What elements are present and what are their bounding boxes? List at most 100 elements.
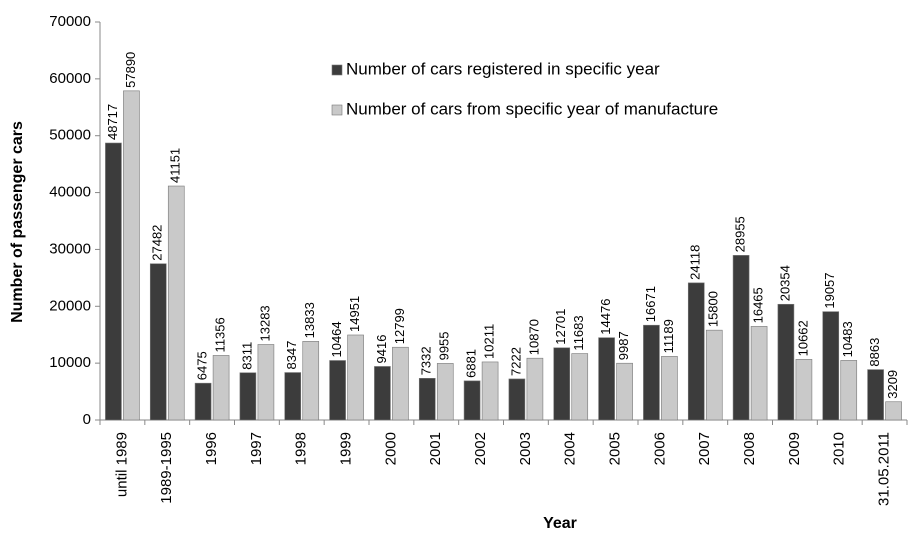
x-tick-label: 31.05.2011 [876, 432, 893, 506]
bar [167, 185, 185, 421]
data-label: 10870 [526, 319, 541, 355]
bar [463, 380, 481, 421]
data-label: 9955 [437, 331, 452, 360]
bar [123, 90, 140, 421]
x-tick-label: 2002 [472, 432, 489, 465]
data-label: 15800 [706, 291, 721, 327]
data-label: 13833 [302, 302, 317, 338]
data-label: 9987 [616, 331, 631, 360]
y-tick-label: 0 [83, 411, 91, 428]
data-label: 14476 [598, 299, 613, 335]
bar [616, 362, 633, 421]
x-tick-label: 1999 [338, 432, 355, 465]
data-label: 8863 [867, 338, 882, 367]
data-label: 6881 [464, 349, 479, 378]
data-label: 57890 [123, 52, 138, 88]
bar [347, 334, 364, 421]
data-label: 27482 [150, 225, 165, 261]
bar [661, 356, 678, 421]
bar [687, 282, 705, 421]
data-label: 9416 [374, 335, 389, 364]
x-axis-title: Year [543, 515, 577, 532]
bar [867, 369, 884, 421]
legend-label: Number of cars registered in specific ye… [346, 59, 660, 78]
data-label: 11189 [661, 319, 676, 353]
bar [239, 372, 257, 421]
bar [840, 360, 858, 421]
data-label: 10464 [329, 321, 344, 357]
x-tick-label: 2003 [517, 432, 534, 465]
data-label: 7332 [419, 346, 434, 375]
bar [885, 401, 902, 421]
data-label: 16465 [751, 287, 766, 323]
y-tick-label: 40000 [49, 184, 91, 201]
bar [105, 142, 122, 421]
x-tick-label: 2010 [831, 432, 848, 465]
bar [643, 324, 660, 421]
data-label: 20354 [777, 265, 792, 301]
y-tick-label: 50000 [49, 127, 91, 144]
bar [212, 355, 230, 421]
bar [732, 255, 750, 421]
bar [705, 329, 723, 421]
data-label: 41151 [168, 148, 183, 183]
data-label: 10662 [795, 320, 810, 356]
x-tick-label: 2007 [696, 432, 713, 465]
bar [553, 347, 571, 421]
x-tick-label: 2009 [786, 432, 803, 465]
y-tick-label: 70000 [49, 13, 91, 30]
x-tick-label: until 1989 [113, 432, 130, 497]
data-label: 8347 [284, 341, 299, 370]
bar [598, 337, 615, 421]
x-tick-label: 2006 [651, 432, 668, 465]
y-tick-label: 20000 [49, 297, 91, 314]
bar [374, 366, 391, 421]
bar [750, 326, 768, 421]
x-tick-label: 2000 [382, 432, 399, 465]
data-label: 14951 [347, 296, 362, 332]
bar [436, 363, 454, 421]
data-label: 24118 [688, 245, 703, 280]
bar [392, 346, 409, 421]
x-tick-label: 1989-1995 [158, 432, 175, 504]
data-label: 10483 [840, 321, 855, 357]
bar [571, 353, 589, 421]
bar [795, 359, 813, 421]
y-axis-title: Number of passenger cars [9, 121, 26, 323]
bar [822, 311, 840, 421]
bar [149, 263, 167, 421]
data-label: 48717 [105, 104, 120, 140]
x-tick-label: 2004 [562, 432, 579, 465]
bar [526, 357, 544, 421]
legend-label: Number of cars from specific year of man… [346, 99, 718, 118]
data-label: 10211 [482, 324, 497, 359]
data-label: 19057 [822, 272, 837, 308]
data-label: 16671 [643, 286, 658, 322]
bar [777, 303, 795, 421]
data-label: 12701 [553, 309, 568, 345]
bar [284, 372, 302, 421]
x-tick-label: 1996 [203, 432, 220, 465]
bar [481, 361, 499, 421]
bar [329, 360, 346, 421]
x-tick-label: 1997 [248, 432, 265, 465]
bar [257, 344, 275, 421]
x-tick-label: 2008 [741, 432, 758, 465]
data-label: 28955 [733, 216, 748, 252]
legend-swatch [331, 64, 343, 76]
bar [418, 378, 436, 421]
data-label: 11683 [571, 315, 586, 350]
data-label: 8311 [239, 342, 254, 370]
y-tick-label: 10000 [49, 354, 91, 371]
data-label: 12799 [392, 308, 407, 344]
data-label: 6475 [195, 351, 210, 380]
data-label: 7222 [508, 347, 523, 376]
x-tick-label: 2005 [607, 432, 624, 465]
x-tick-label: 2001 [427, 432, 444, 465]
bar [302, 341, 320, 421]
x-tick-label: 1998 [293, 432, 310, 465]
y-tick-label: 60000 [49, 70, 91, 87]
bar [194, 382, 212, 421]
data-label: 3209 [885, 370, 900, 399]
